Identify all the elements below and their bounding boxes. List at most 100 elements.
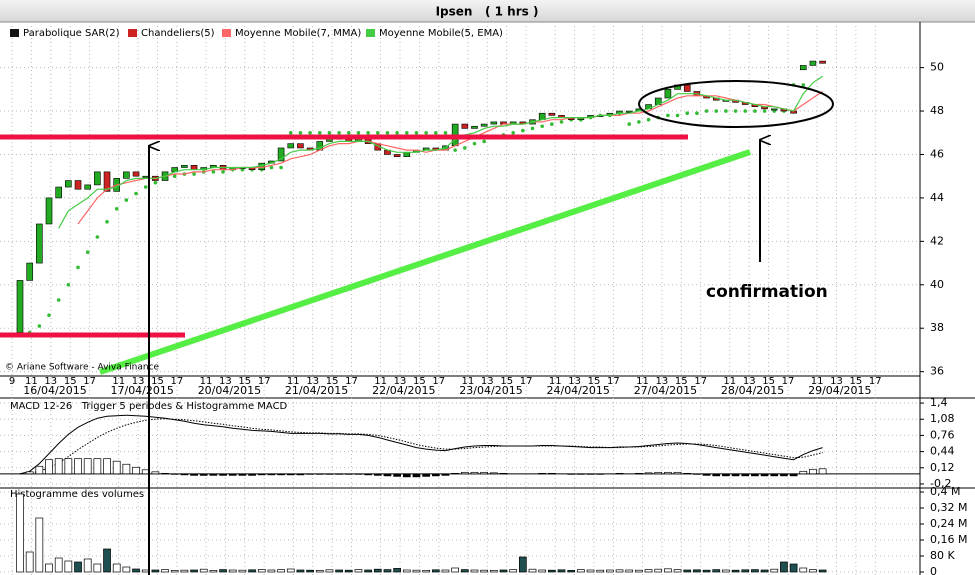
legend-label: Moyenne Mobile(5, EMA) [379,28,503,39]
histogram-bar [412,473,421,478]
y-tick-label: 0,24 M [930,517,967,530]
x-hour-label: 9 [9,376,15,387]
x-hour-label: 17 [345,376,358,387]
moving-average [58,75,823,229]
y-tick-label: 0,16 M [930,533,967,546]
sar-dot [666,113,670,118]
histogram-bar [315,473,324,475]
x-hour-label: 11 [723,376,736,387]
volume-bar [364,569,372,573]
x-hour-label: 13 [219,376,232,387]
sar-dot [627,122,632,126]
x-date-label: 21/04/2015 [285,384,348,397]
volume-bar [238,569,247,573]
sar-dot [801,83,806,87]
moving-average [77,91,823,225]
volume-bar [325,569,334,573]
histogram-bar [547,472,556,475]
candle [770,108,778,111]
y-tick-label: 0,32 M [930,501,967,514]
volume-bar [112,563,121,573]
histogram-bar [731,473,740,477]
volume-bar [480,569,489,573]
sar-dot [308,130,312,135]
volume-bar [567,570,576,573]
x-hour-label: 13 [306,376,319,387]
x-hour-label: 11 [462,376,475,387]
x-hour-label: 15 [64,376,77,387]
volume-bar [25,551,34,573]
volume-bar [499,569,508,573]
volume-bar [664,568,672,573]
histogram-bar [83,458,92,475]
histogram-bar [151,471,160,475]
volume-bar [315,570,324,573]
sar-dot [211,170,216,174]
histogram-bar [751,473,759,477]
sar-dot [375,130,380,135]
volume-bar [228,569,237,573]
volume-bar [557,569,566,573]
histogram-bar [219,473,227,476]
histogram-bar [248,473,256,476]
x-hour-label: 13 [568,376,581,387]
candle [36,223,43,264]
sar-dot [85,250,90,255]
volume-bar [199,568,208,573]
histogram-bar [702,473,711,476]
sar-dot [530,126,535,131]
x-date-label: 23/04/2015 [459,384,522,397]
histogram-bar [460,471,469,475]
volume-bar [809,569,817,573]
legend-swatch [222,29,231,37]
histogram-bar [190,473,198,476]
volume-bar [16,493,24,573]
x-hour-label: 11 [287,376,300,387]
histogram-bar [470,471,479,475]
volume-bar [712,569,721,573]
sar-dot [37,324,42,328]
y-tick-label: 48 [930,104,944,117]
sar-dot [472,141,477,146]
x-date-label: 28/04/2015 [721,384,784,397]
volume-bar [354,569,363,573]
histogram-bar [596,473,605,475]
histogram-bar [122,463,131,475]
candle [84,184,91,190]
volume-bar [151,569,160,573]
x-hour-label: 17 [520,376,533,387]
x-hour-label: 11 [374,376,387,387]
y-tick-label: -0,2 [930,477,951,490]
histogram-bar [664,471,672,475]
candle [809,60,817,66]
candle [55,186,62,199]
histogram-bar [132,466,140,475]
candle [94,171,101,186]
sar-dot [695,111,699,116]
histogram-bar [480,471,489,475]
legend-label: Chandeliers(5) [141,28,215,39]
sar-dot [105,220,109,224]
x-hour-label: 15 [413,376,426,387]
volume-bar [470,569,479,573]
histogram-bar [538,472,547,475]
sar-dot [95,235,100,239]
y-tick-label: 0,4 M [930,485,960,498]
candle [45,197,53,225]
x-date-label: 29/04/2015 [808,384,871,397]
volume-bar [693,569,701,573]
volume-bar [267,569,276,573]
histogram-bar [780,473,788,477]
histogram-bar [586,473,595,475]
x-hour-label: 17 [432,376,445,387]
candle [490,121,498,125]
x-hour-label: 15 [850,376,863,387]
candle [277,147,285,162]
y-tick-label: 50 [930,61,944,74]
volume-bar [344,569,353,573]
histogram-bar [393,473,401,477]
histogram-bar [499,472,508,475]
histogram-bar [402,473,411,478]
volume-bar [780,561,788,573]
sar-dot [124,198,129,202]
